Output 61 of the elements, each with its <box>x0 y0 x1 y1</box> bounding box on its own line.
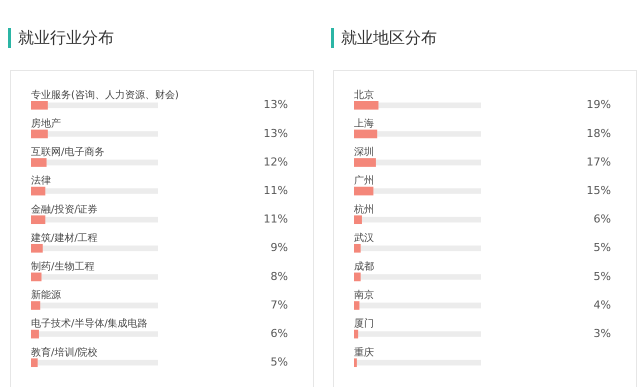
data-label: 12% <box>264 155 288 168</box>
category-label: 杭州 <box>354 204 374 216</box>
bar <box>354 272 361 282</box>
bar <box>31 130 48 138</box>
category-label: 金融/投资/证券 <box>31 204 98 216</box>
category-label: 新能源 <box>31 290 61 302</box>
bar <box>354 244 361 253</box>
data-label: 5% <box>594 270 611 283</box>
category-label: 建筑/建材/工程 <box>31 232 98 244</box>
bar <box>354 215 362 224</box>
data-label: 4% <box>594 298 611 312</box>
category-label: 厦门 <box>354 318 374 330</box>
bar <box>31 215 46 224</box>
data-label: 5% <box>270 356 288 369</box>
category-label: 互联网/电子商务 <box>31 147 104 158</box>
data-label: 11% <box>264 184 288 197</box>
bar <box>31 186 46 196</box>
data-label: 18% <box>586 126 611 140</box>
bar <box>31 244 43 253</box>
category-label: 法律 <box>31 176 51 187</box>
data-label: 9% <box>270 241 288 254</box>
chart-title: 就业地区分布 <box>341 28 437 49</box>
bar <box>31 158 47 167</box>
category-label: 上海 <box>354 118 374 130</box>
data-label: 6% <box>594 212 611 226</box>
bar <box>31 100 48 110</box>
data-label: 15% <box>586 184 611 197</box>
data-label: 6% <box>270 326 288 340</box>
bar <box>354 158 376 167</box>
data-label: 5% <box>594 241 611 254</box>
data-label: 13% <box>264 126 288 140</box>
data-label: 8% <box>270 270 288 283</box>
category-label: 成都 <box>354 261 374 272</box>
data-label: 17% <box>586 155 611 168</box>
bar <box>354 301 360 310</box>
bar <box>31 358 38 368</box>
category-label: 教育/培训/院校 <box>31 347 98 358</box>
chart-title: 就业行业分布 <box>18 28 114 49</box>
bar <box>354 358 357 368</box>
data-label: 7% <box>270 298 288 312</box>
data-label: 19% <box>586 98 611 112</box>
bar <box>354 130 378 138</box>
category-label: 北京 <box>354 90 374 101</box>
category-label: 专业服务(咨询、人力资源、财会) <box>31 90 179 101</box>
category-label: 制药/生物工程 <box>31 261 94 272</box>
bar <box>31 330 39 338</box>
data-label: 13% <box>264 98 288 112</box>
category-label: 电子技术/半导体/集成电路 <box>31 318 148 330</box>
category-label: 广州 <box>354 176 374 187</box>
category-label: 武汉 <box>354 232 374 244</box>
category-label: 重庆 <box>354 347 374 358</box>
bar <box>354 186 374 196</box>
data-label: 11% <box>264 212 288 226</box>
bar <box>31 301 40 310</box>
category-label: 南京 <box>354 290 374 302</box>
category-label: 深圳 <box>354 147 374 158</box>
bar <box>354 100 378 110</box>
bar <box>31 272 42 282</box>
bar <box>354 330 358 338</box>
data-label: 3% <box>594 326 611 340</box>
category-label: 房地产 <box>31 118 61 130</box>
